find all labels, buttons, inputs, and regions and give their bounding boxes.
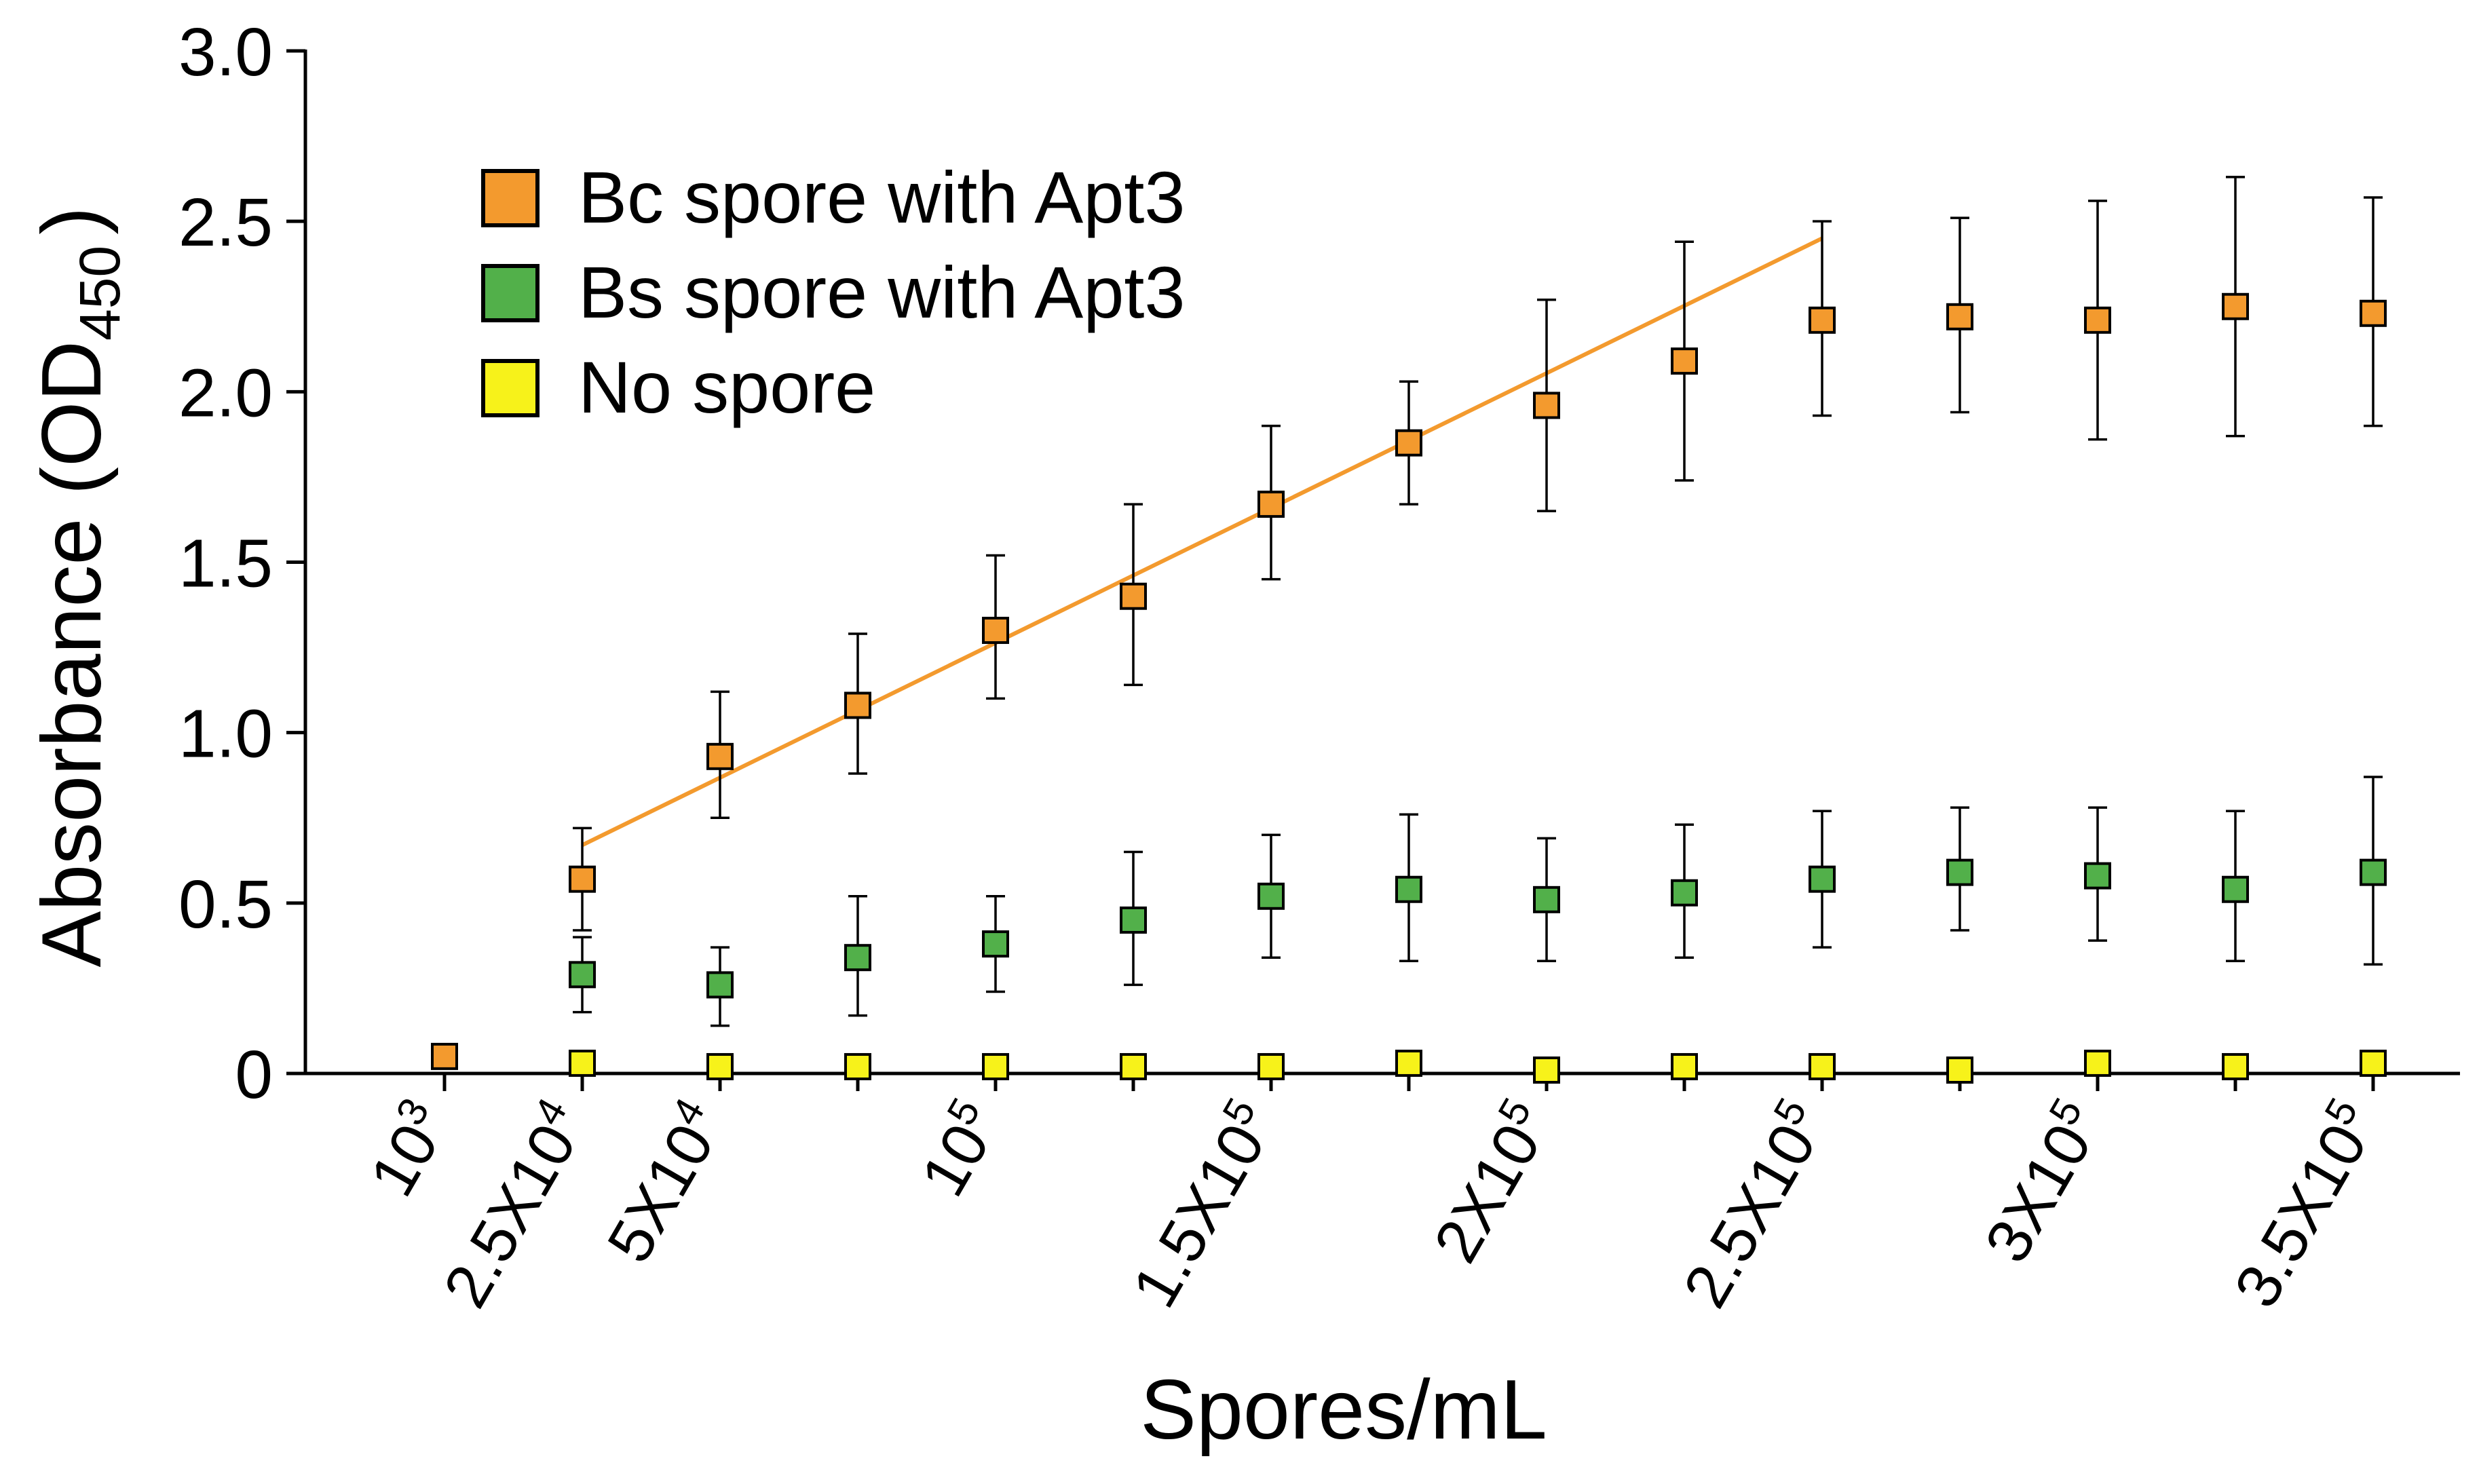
data-point-series-0 (1533, 392, 1560, 419)
x-tick-label-base: 2X10 (1421, 1113, 1554, 1274)
data-point-series-2 (2222, 1052, 2249, 1080)
legend-swatch (481, 264, 540, 322)
x-tick-label: 3.5X105 (2217, 1090, 2392, 1318)
data-point-series-2 (2360, 1049, 2387, 1077)
data-point-series-1 (2360, 858, 2387, 886)
data-point-series-0 (1120, 582, 1147, 610)
x-tick-label: 103 (352, 1090, 463, 1208)
data-point-series-1 (982, 930, 1009, 958)
data-point-series-0 (2222, 292, 2249, 320)
x-tick-label: 2X105 (1416, 1090, 1565, 1274)
y-tick-label: 0 (235, 1037, 273, 1113)
data-point-series-0 (2084, 306, 2111, 334)
data-point-series-0 (569, 865, 596, 893)
x-tick-label-base: 5X10 (594, 1113, 727, 1274)
data-point-series-0 (1809, 306, 1836, 334)
data-point-series-0 (1395, 429, 1422, 457)
data-point-series-1 (1671, 879, 1698, 907)
legend-label: Bs spore with Apt3 (578, 251, 1185, 333)
data-point-series-1 (1120, 906, 1147, 934)
error-bars (573, 176, 2383, 1027)
x-tick-label-base: 10 (357, 1113, 452, 1208)
y-tick-label: 2.0 (178, 355, 273, 431)
data-point-series-0 (1946, 303, 1973, 330)
data-points (431, 292, 2387, 1084)
data-point-series-2 (1809, 1052, 1836, 1080)
data-point-series-2 (1257, 1052, 1285, 1080)
y-tick-label: 1.5 (178, 526, 273, 602)
data-point-series-0 (1671, 347, 1698, 375)
y-axis-title-subscript: 450 (68, 246, 132, 341)
x-tick-label: 105 (903, 1090, 1014, 1208)
data-point-series-0 (844, 691, 871, 719)
y-axis-title-main: Absorbance (OD (25, 341, 119, 968)
data-point-series-1 (2222, 875, 2249, 903)
y-tick-label: 2.5 (178, 185, 273, 261)
data-point-series-1 (1257, 882, 1285, 910)
data-point-series-2 (1395, 1049, 1422, 1077)
data-point-series-1 (844, 944, 871, 972)
x-tick-label: 2.5X105 (1666, 1090, 1841, 1318)
trendlines (581, 236, 1823, 848)
x-tick-label: 2.5X104 (426, 1090, 601, 1318)
y-ticks: 0 0.5 1.0 1.5 2.0 2.5 3.0 (178, 14, 305, 1113)
data-point-series-0 (706, 742, 734, 770)
y-axis-title: Absorbance (OD450) (25, 207, 132, 968)
data-point-series-1 (1533, 886, 1560, 913)
x-tick-label: 1.5X105 (1115, 1090, 1290, 1318)
x-tick-label-base: 2.5X10 (1671, 1113, 1830, 1319)
x-tick-label-base: 1.5X10 (1120, 1113, 1279, 1319)
legend: Bc spore with Apt3 Bs spore with Apt3 No s… (481, 156, 1185, 428)
y-tick-label: 0.5 (178, 867, 273, 943)
x-tick-label-base: 2.5X10 (431, 1113, 590, 1319)
data-point-series-0 (1257, 491, 1285, 518)
x-axis-title: Spores/mL (1140, 1363, 1547, 1457)
data-point-series-2 (982, 1052, 1009, 1080)
legend-swatch (481, 169, 540, 227)
data-point-series-2 (2084, 1049, 2111, 1077)
x-tick-label-base: 10 (908, 1113, 1003, 1208)
x-tick-label: 3X105 (1967, 1090, 2116, 1274)
data-point-series-1 (1946, 858, 1973, 886)
data-point-series-2 (569, 1049, 596, 1077)
legend-swatch (481, 359, 540, 417)
x-tick-label: 5X104 (590, 1090, 738, 1274)
data-point-series-0 (982, 616, 1009, 644)
data-point-series-0 (431, 1042, 458, 1070)
legend-label: No spore (578, 346, 875, 428)
data-point-series-2 (1533, 1056, 1560, 1084)
data-point-series-1 (1809, 865, 1836, 893)
data-point-series-1 (2084, 862, 2111, 890)
legend-label: Bc spore with Apt3 (578, 156, 1185, 238)
data-point-series-1 (706, 971, 734, 999)
data-point-series-2 (1946, 1056, 1973, 1084)
y-tick-label: 3.0 (178, 14, 273, 90)
data-point-series-1 (569, 961, 596, 989)
data-point-series-2 (1671, 1052, 1698, 1080)
y-tick-label: 1.0 (178, 696, 273, 772)
x-tick-label-base: 3.5X10 (2222, 1113, 2381, 1319)
data-point-series-2 (1120, 1052, 1147, 1080)
trendline-0 (581, 236, 1823, 848)
y-axis-title-close: ) (25, 207, 119, 235)
data-point-series-2 (706, 1052, 734, 1080)
data-point-series-2 (844, 1052, 871, 1080)
data-point-series-0 (2360, 299, 2387, 327)
x-tick-label-base: 3X10 (1972, 1113, 2105, 1274)
data-point-series-1 (1395, 875, 1422, 903)
